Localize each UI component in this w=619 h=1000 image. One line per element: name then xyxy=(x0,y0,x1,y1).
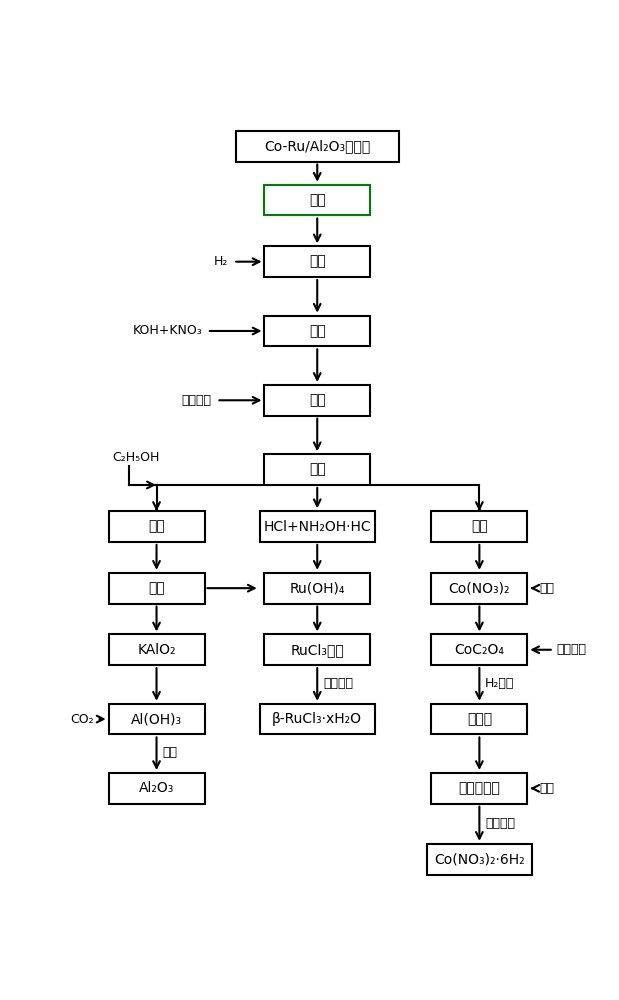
FancyBboxPatch shape xyxy=(426,844,532,875)
Text: 滤渣: 滤渣 xyxy=(471,520,488,534)
Text: 焦烧: 焦烧 xyxy=(309,193,326,207)
FancyBboxPatch shape xyxy=(108,634,204,665)
Text: Ru(OH)₄: Ru(OH)₄ xyxy=(290,581,345,595)
Text: H₂: H₂ xyxy=(214,255,228,268)
Text: Co-Ru/Al₂O₃废却化: Co-Ru/Al₂O₃废却化 xyxy=(264,139,370,153)
Text: 蒸发结晶: 蒸发结晶 xyxy=(485,817,515,830)
Text: H₂还原: H₂还原 xyxy=(485,677,514,690)
FancyBboxPatch shape xyxy=(264,185,370,215)
Text: 去离子水: 去离子水 xyxy=(182,394,212,407)
FancyBboxPatch shape xyxy=(431,773,527,804)
Text: Co(NO₃)₂: Co(NO₃)₂ xyxy=(449,581,510,595)
FancyBboxPatch shape xyxy=(264,385,370,416)
FancyBboxPatch shape xyxy=(108,573,204,604)
Text: 硒酸魈溶液: 硒酸魈溶液 xyxy=(459,781,500,795)
Text: HCl+NH₂OH·HC: HCl+NH₂OH·HC xyxy=(264,520,371,534)
Text: CoC₂O₄: CoC₂O₄ xyxy=(454,643,504,657)
FancyBboxPatch shape xyxy=(236,131,399,162)
FancyBboxPatch shape xyxy=(108,511,204,542)
FancyBboxPatch shape xyxy=(264,454,370,485)
Text: 滤液: 滤液 xyxy=(148,520,165,534)
Text: 筼溶: 筼溶 xyxy=(309,324,326,338)
FancyBboxPatch shape xyxy=(108,704,204,734)
FancyBboxPatch shape xyxy=(264,316,370,346)
FancyBboxPatch shape xyxy=(431,704,527,734)
Text: KAlO₂: KAlO₂ xyxy=(137,643,176,657)
Text: 煅烧: 煅烧 xyxy=(162,746,177,759)
Text: 还原: 还原 xyxy=(309,255,326,269)
Text: 过滤: 过滤 xyxy=(309,463,326,477)
Text: Co(NO₃)₂·6H₂: Co(NO₃)₂·6H₂ xyxy=(434,852,525,866)
Text: 浸取: 浸取 xyxy=(309,393,326,407)
Text: Al(OH)₃: Al(OH)₃ xyxy=(131,712,182,726)
FancyBboxPatch shape xyxy=(431,634,527,665)
FancyBboxPatch shape xyxy=(264,573,370,604)
FancyBboxPatch shape xyxy=(431,511,527,542)
FancyBboxPatch shape xyxy=(260,704,375,734)
FancyBboxPatch shape xyxy=(431,573,527,604)
Text: C₂H₅OH: C₂H₅OH xyxy=(112,451,159,464)
Text: 草酸溶液: 草酸溶液 xyxy=(556,643,586,656)
Text: Al₂O₃: Al₂O₃ xyxy=(139,781,174,795)
FancyBboxPatch shape xyxy=(264,246,370,277)
FancyBboxPatch shape xyxy=(264,634,370,665)
Text: 金属魈: 金属魈 xyxy=(467,712,492,726)
Text: KOH+KNO₃: KOH+KNO₃ xyxy=(132,324,202,337)
Text: CO₂: CO₂ xyxy=(71,713,94,726)
Text: 过滤: 过滤 xyxy=(148,581,165,595)
Text: 减压蒸馏: 减压蒸馏 xyxy=(323,677,353,690)
Text: 硝酸: 硝酸 xyxy=(539,782,555,795)
FancyBboxPatch shape xyxy=(108,773,204,804)
Text: β-RuCl₃·xH₂O: β-RuCl₃·xH₂O xyxy=(272,712,362,726)
Text: RuCl₃溶液: RuCl₃溶液 xyxy=(290,643,344,657)
FancyBboxPatch shape xyxy=(260,511,375,542)
Text: 硝酸: 硝酸 xyxy=(539,582,555,595)
